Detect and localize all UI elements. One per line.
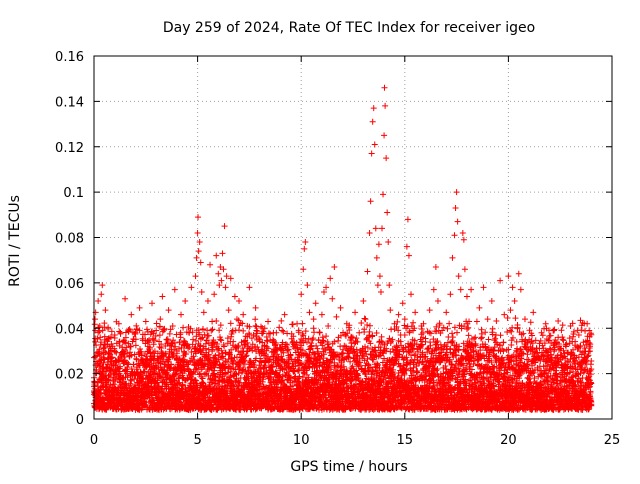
data-point [240,328,246,334]
data-point [353,335,359,341]
data-point [410,320,416,326]
data-point [154,320,160,326]
data-point [180,325,186,331]
data-point [167,331,173,337]
data-point [299,321,305,327]
data-point [133,342,139,348]
data-point [278,318,284,324]
data-point [157,332,163,338]
data-point [337,343,343,349]
y-axis-label: ROTI / TECUs [7,195,23,287]
data-point [252,316,258,322]
data-point [361,326,367,332]
chart-title: Day 259 of 2024, Rate Of TEC Index for r… [163,20,535,36]
data-point [228,320,234,326]
data-point [311,329,317,335]
x-axis-label: GPS time / hours [290,459,407,475]
data-point [96,324,102,330]
data-point [267,331,273,337]
data-point [362,316,368,322]
data-point [367,323,373,329]
data-point [276,324,282,330]
data-point [340,347,346,353]
data-point [358,320,364,326]
data-point [279,328,285,334]
data-point [364,322,370,328]
data-point [96,328,102,334]
data-point [190,337,196,343]
data-point [290,321,296,327]
data-point [210,326,216,332]
data-point [253,323,259,329]
data-points [91,85,594,413]
